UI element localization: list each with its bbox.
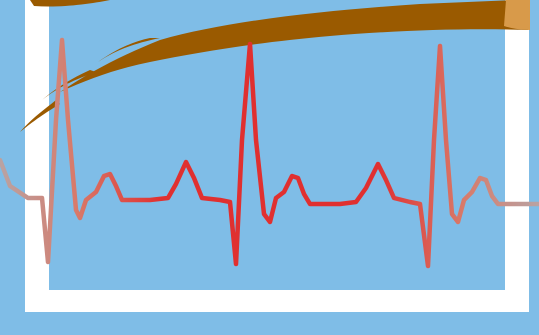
brush-stroke-top-left [30, 0, 110, 7]
heartbeat-line [0, 37, 539, 269]
frame-inner-panel [49, 0, 505, 290]
brush-bristle-2 [42, 70, 96, 100]
brush-bristle-3 [20, 100, 60, 132]
brush-stroke-main [60, 0, 528, 92]
brush-handle-tip [504, 0, 530, 30]
paint-brush-stroke [20, 0, 530, 132]
